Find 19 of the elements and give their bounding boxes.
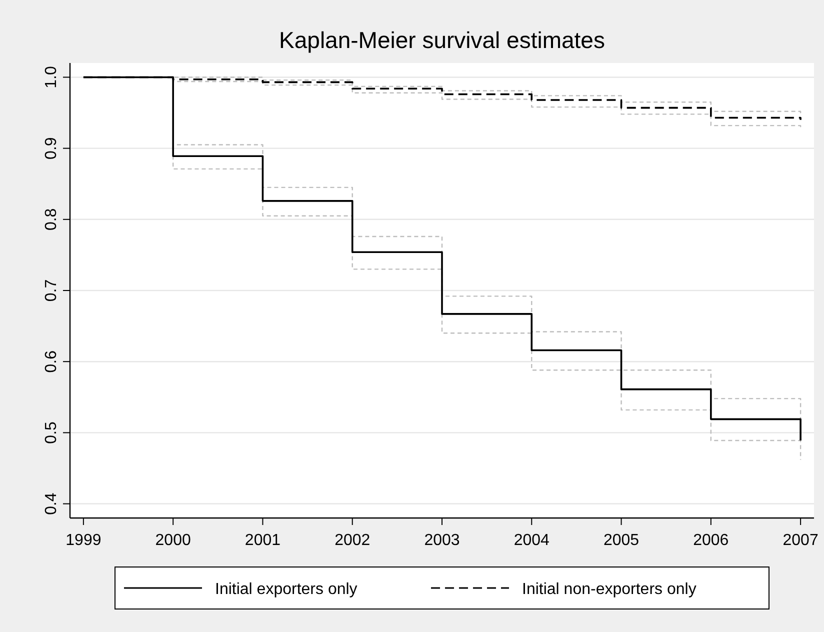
y-tick-label: 1.0 [43,66,60,88]
x-tick-label: 2001 [244,532,281,549]
x-tick-label: 2005 [603,532,640,549]
x-tick-label: 2006 [693,532,729,549]
x-tick-label: 2007 [782,532,818,549]
legend-label: Initial non-exporters only [522,581,696,598]
y-tick-label: 0.9 [43,137,60,160]
y-tick-label: 0.4 [43,492,60,515]
legend-label: Initial exporters only [215,581,358,598]
y-tick-label: 0.6 [43,350,60,373]
x-tick-label: 2000 [155,532,191,549]
x-tick-label: 2004 [514,532,550,549]
y-tick-label: 0.8 [43,208,60,231]
x-tick-label: 1999 [66,532,102,549]
chart-title: Kaplan-Meier survival estimates [279,27,605,53]
y-tick-label: 0.5 [43,421,60,444]
y-tick-label: 0.7 [43,279,60,302]
x-tick-label: 2003 [424,532,460,549]
x-tick-label: 2002 [334,532,370,549]
